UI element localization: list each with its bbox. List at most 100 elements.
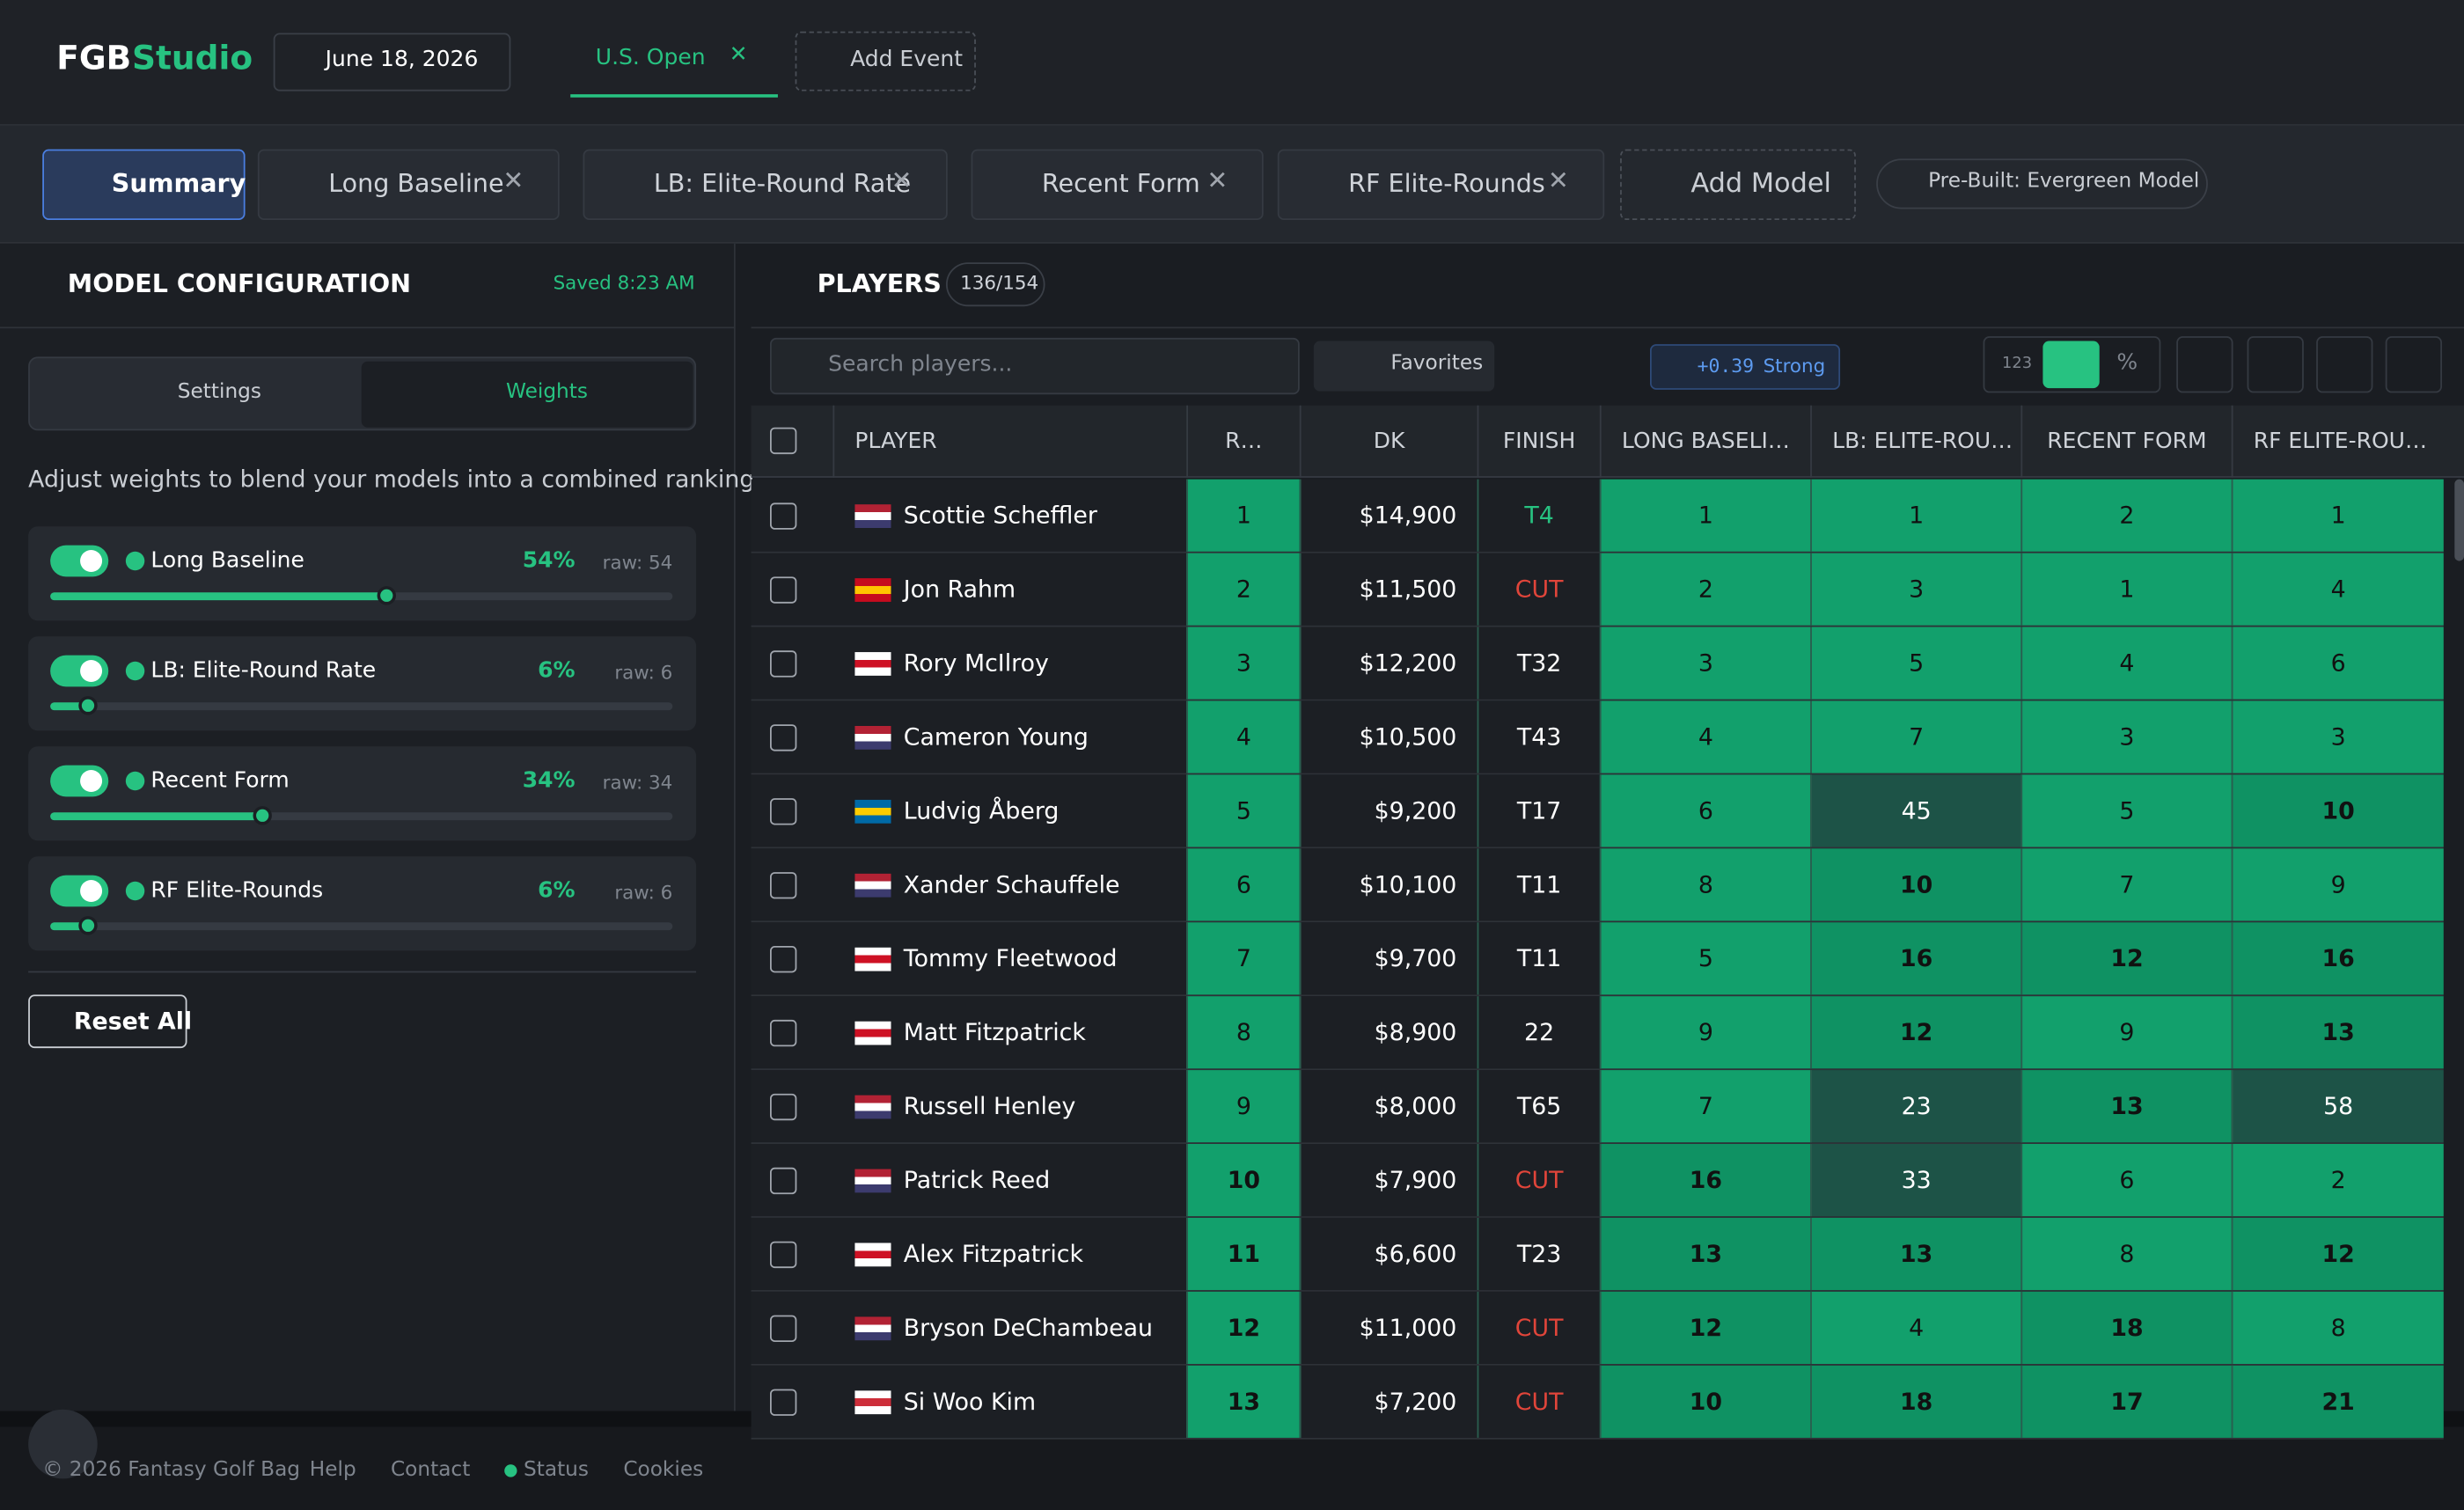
flag <box>854 1095 891 1119</box>
tab-close[interactable]: ✕ <box>502 165 524 195</box>
date-picker[interactable] <box>273 33 511 92</box>
model-tab[interactable] <box>1277 149 1605 220</box>
slider-fill[interactable] <box>50 592 386 601</box>
prebuilt[interactable] <box>1876 158 2208 209</box>
add-event-text[interactable]: Add Event <box>850 47 964 73</box>
toggle-knob[interactable] <box>80 879 103 902</box>
row-checkbox[interactable] <box>769 502 797 530</box>
tab-close[interactable]: ✕ <box>1547 165 1569 195</box>
column-header[interactable]: RF ELITE-ROU… <box>2231 405 2444 478</box>
reset-text[interactable]: Reset All <box>73 1007 193 1036</box>
settings-tab[interactable]: Settings <box>177 380 262 404</box>
footer-link[interactable]: Help <box>309 1458 356 1482</box>
event-close[interactable]: ✕ <box>729 42 748 68</box>
row-checkbox[interactable] <box>769 945 797 973</box>
toggle-knob[interactable] <box>80 769 103 792</box>
player-name[interactable]: Cameron Young <box>903 722 1089 751</box>
row-checkbox[interactable] <box>769 724 797 751</box>
column-header[interactable]: RECENT FORM <box>2020 405 2231 478</box>
table-cell: 10 <box>1599 1365 1811 1438</box>
player-name[interactable]: Russell Henley <box>903 1092 1076 1121</box>
event-name[interactable]: U.S. Open <box>595 45 706 71</box>
slider-fill[interactable] <box>50 922 88 931</box>
row-checkbox[interactable] <box>769 1315 797 1342</box>
footer-link[interactable]: Cookies <box>623 1458 704 1482</box>
row-checkbox[interactable] <box>769 872 797 899</box>
favorites[interactable] <box>1313 341 1495 392</box>
player-name[interactable]: Jon Rahm <box>903 575 1016 604</box>
player-name[interactable]: Patrick Reed <box>903 1165 1051 1195</box>
icon-button[interactable] <box>2385 336 2442 393</box>
icon-button[interactable] <box>2176 336 2233 393</box>
icon-button[interactable] <box>2316 336 2373 393</box>
player-name[interactable]: Xander Schauffele <box>903 870 1120 899</box>
toggle-knob[interactable] <box>80 659 103 682</box>
flag <box>854 725 891 750</box>
player-name[interactable]: Matt Fitzpatrick <box>903 1018 1086 1047</box>
model-tab-label[interactable]: Summary <box>111 168 246 198</box>
mode-rank[interactable] <box>2042 341 2100 389</box>
add-model-text[interactable]: Add Model <box>1690 168 1831 200</box>
column-header[interactable]: PLAYER <box>832 405 1186 478</box>
add-event[interactable] <box>795 31 976 92</box>
weights-seg[interactable] <box>361 361 693 428</box>
model-tab-label[interactable]: Recent Form <box>1041 168 1200 198</box>
model-tab[interactable] <box>971 149 1264 220</box>
footer-link[interactable]: Status <box>524 1458 590 1482</box>
model-tab-label[interactable]: LB: Elite-Round Rate <box>653 168 912 198</box>
row-checkbox[interactable] <box>769 1241 797 1269</box>
tab-close[interactable]: ✕ <box>1206 165 1228 195</box>
mode-numeric[interactable]: 123 <box>2001 355 2033 373</box>
row-checkbox[interactable] <box>769 1019 797 1047</box>
column-header[interactable]: FINISH <box>1477 405 1600 478</box>
table-cell: 5 <box>2020 774 2232 847</box>
mode-percent[interactable]: % <box>2116 350 2138 376</box>
row-checkbox[interactable] <box>769 1389 797 1416</box>
column-header[interactable]: DK <box>1299 405 1478 478</box>
slider-knob[interactable] <box>77 696 98 715</box>
date-text[interactable]: June 18, 2026 <box>325 47 479 73</box>
player-name[interactable]: Si Woo Kim <box>903 1387 1037 1416</box>
prebuilt-text[interactable]: Pre-Built: Evergreen Model <box>1928 169 2200 194</box>
player-name[interactable]: Scottie Scheffler <box>903 501 1097 530</box>
slider-fill[interactable] <box>50 702 88 711</box>
theme-button[interactable] <box>28 1409 98 1479</box>
footer-link[interactable]: Contact <box>390 1458 471 1482</box>
tab-close[interactable]: ✕ <box>891 165 913 195</box>
player-name[interactable]: Tommy Fleetwood <box>903 944 1118 973</box>
player-name[interactable]: Rory McIlroy <box>903 649 1049 678</box>
row-checkbox[interactable] <box>769 576 797 604</box>
favorites-text[interactable]: Favorites <box>1390 351 1484 376</box>
model-tab[interactable] <box>42 149 246 220</box>
player-name[interactable]: Bryson DeChambeau <box>903 1313 1154 1342</box>
slider-knob[interactable] <box>377 586 396 605</box>
row-checkbox[interactable] <box>769 650 797 678</box>
model-tab[interactable] <box>583 149 948 220</box>
count-text: 136/154 <box>960 271 1039 294</box>
search-placeholder[interactable]: Search players... <box>828 351 1013 378</box>
model-tab-label[interactable]: RF Elite-Rounds <box>1348 168 1545 198</box>
model-tab-label[interactable]: Long Baseline <box>328 168 504 198</box>
search-box[interactable] <box>769 337 1300 395</box>
add-model[interactable] <box>1620 149 1856 220</box>
row-checkbox[interactable] <box>769 798 797 825</box>
player-name[interactable]: Ludvig Åberg <box>903 796 1060 825</box>
toggle-knob[interactable] <box>80 549 103 572</box>
column-header[interactable]: R… <box>1186 405 1300 478</box>
reset-button[interactable] <box>28 994 187 1049</box>
icon-button[interactable] <box>2247 336 2304 393</box>
model-tab[interactable] <box>257 149 560 220</box>
header-checkbox[interactable] <box>769 427 797 455</box>
flag <box>854 799 891 824</box>
column-header[interactable]: LB: ELITE-ROU… <box>1810 405 2020 478</box>
row-checkbox[interactable] <box>769 1093 797 1121</box>
row-checkbox[interactable] <box>769 1167 797 1195</box>
event-tab[interactable] <box>570 32 778 98</box>
column-header[interactable]: LONG BASELI… <box>1599 405 1810 478</box>
slider-fill[interactable] <box>50 812 262 821</box>
slider-knob[interactable] <box>252 806 272 825</box>
weights-tab[interactable]: Weights <box>505 380 588 404</box>
player-name[interactable]: Alex Fitzpatrick <box>903 1239 1084 1269</box>
weight-card <box>28 526 697 621</box>
slider-knob[interactable] <box>77 916 98 935</box>
